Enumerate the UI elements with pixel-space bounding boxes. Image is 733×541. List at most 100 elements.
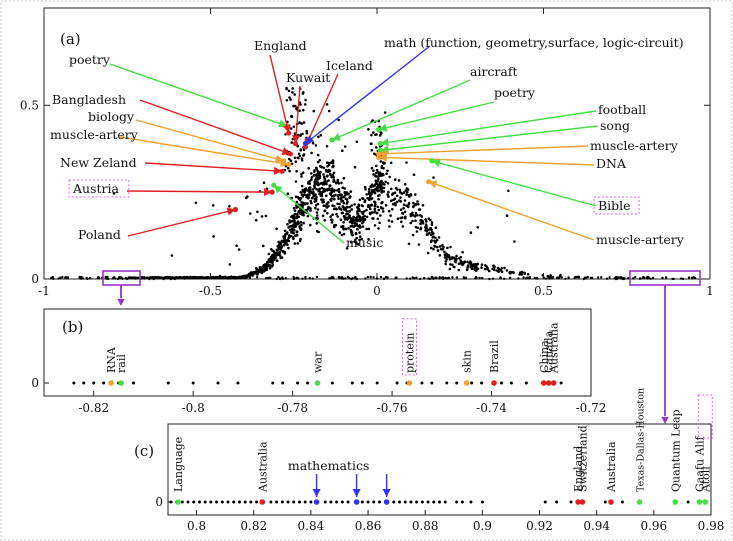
data-point — [335, 207, 338, 211]
data-point — [317, 176, 320, 180]
data-point — [299, 148, 303, 152]
data-point — [526, 273, 530, 276]
data-point — [300, 157, 304, 160]
highlight-point — [575, 499, 581, 505]
data-point — [317, 183, 320, 187]
data-point — [547, 275, 551, 279]
data-point — [378, 181, 382, 185]
data-point — [365, 215, 369, 219]
data-point — [269, 259, 272, 263]
data-point — [391, 208, 394, 211]
annotation-arrow — [126, 190, 273, 193]
data-point — [65, 276, 69, 279]
data-point — [293, 209, 297, 212]
data-point — [507, 189, 510, 193]
data-point — [370, 149, 374, 152]
data-point — [259, 267, 263, 271]
data-point — [541, 274, 544, 277]
data-point — [169, 500, 173, 504]
data-point — [671, 277, 674, 281]
data-point — [268, 264, 272, 267]
annotation-label: skin — [461, 350, 474, 373]
data-point — [340, 193, 343, 197]
data-point — [377, 194, 380, 198]
data-point — [394, 203, 397, 207]
annotation-label: China — [538, 340, 551, 373]
data-point — [353, 165, 357, 169]
data-point — [419, 213, 422, 217]
data-point — [551, 277, 554, 280]
data-point — [323, 219, 327, 222]
data-point — [277, 240, 281, 244]
data-point — [323, 209, 327, 212]
data-point — [469, 231, 473, 234]
data-point — [249, 500, 253, 504]
data-point — [162, 277, 165, 281]
data-point — [286, 500, 290, 504]
annotation-arrow-head — [312, 488, 321, 497]
data-point — [411, 233, 415, 237]
annotation-arrow-head — [332, 133, 342, 141]
data-point — [524, 381, 528, 385]
data-point — [342, 176, 346, 180]
annotation-label: aircraft — [470, 64, 518, 79]
data-point — [335, 212, 338, 216]
data-point — [236, 381, 240, 385]
data-point — [373, 190, 376, 194]
data-point — [343, 145, 347, 148]
data-point — [373, 207, 377, 211]
data-point — [603, 500, 607, 504]
data-point — [284, 133, 287, 136]
data-point — [297, 210, 300, 213]
annotation-label: music — [346, 235, 383, 250]
data-point — [340, 181, 343, 185]
data-point — [386, 193, 389, 196]
data-point — [416, 200, 419, 203]
data-point — [458, 257, 461, 260]
data-point — [319, 134, 323, 137]
data-point — [291, 87, 295, 90]
data-point — [651, 276, 655, 279]
data-point — [405, 277, 408, 280]
data-point — [393, 191, 397, 194]
data-point — [376, 179, 379, 183]
data-point — [291, 236, 295, 239]
data-point — [270, 265, 274, 268]
data-point — [559, 381, 563, 385]
data-point — [329, 215, 332, 218]
data-point — [417, 243, 421, 246]
data-point — [287, 157, 291, 161]
data-point — [432, 500, 436, 504]
data-point — [323, 500, 327, 504]
data-point — [305, 131, 309, 135]
data-point — [694, 277, 697, 280]
data-point — [229, 275, 232, 279]
highlight-point — [491, 380, 497, 386]
data-point — [275, 259, 279, 263]
data-point — [336, 202, 339, 206]
data-point — [189, 276, 192, 279]
data-point — [283, 239, 286, 242]
data-point — [414, 193, 417, 196]
data-point — [342, 232, 346, 236]
x-tick-label-a: 1 — [706, 284, 714, 298]
data-point — [61, 276, 64, 279]
data-point — [429, 240, 433, 243]
x-tick-label-b: -0.76 — [377, 401, 408, 415]
data-point — [617, 276, 620, 279]
data-point — [615, 277, 619, 280]
annotation-label: Austria — [72, 181, 119, 196]
data-point — [370, 166, 374, 170]
data-point — [315, 275, 319, 279]
data-point — [363, 185, 367, 189]
data-point — [78, 275, 81, 279]
data-point — [396, 217, 400, 220]
data-point — [252, 270, 255, 274]
data-point — [439, 247, 443, 251]
data-point — [293, 93, 297, 96]
data-point — [387, 209, 391, 213]
data-point — [267, 252, 271, 256]
data-point — [476, 267, 480, 271]
